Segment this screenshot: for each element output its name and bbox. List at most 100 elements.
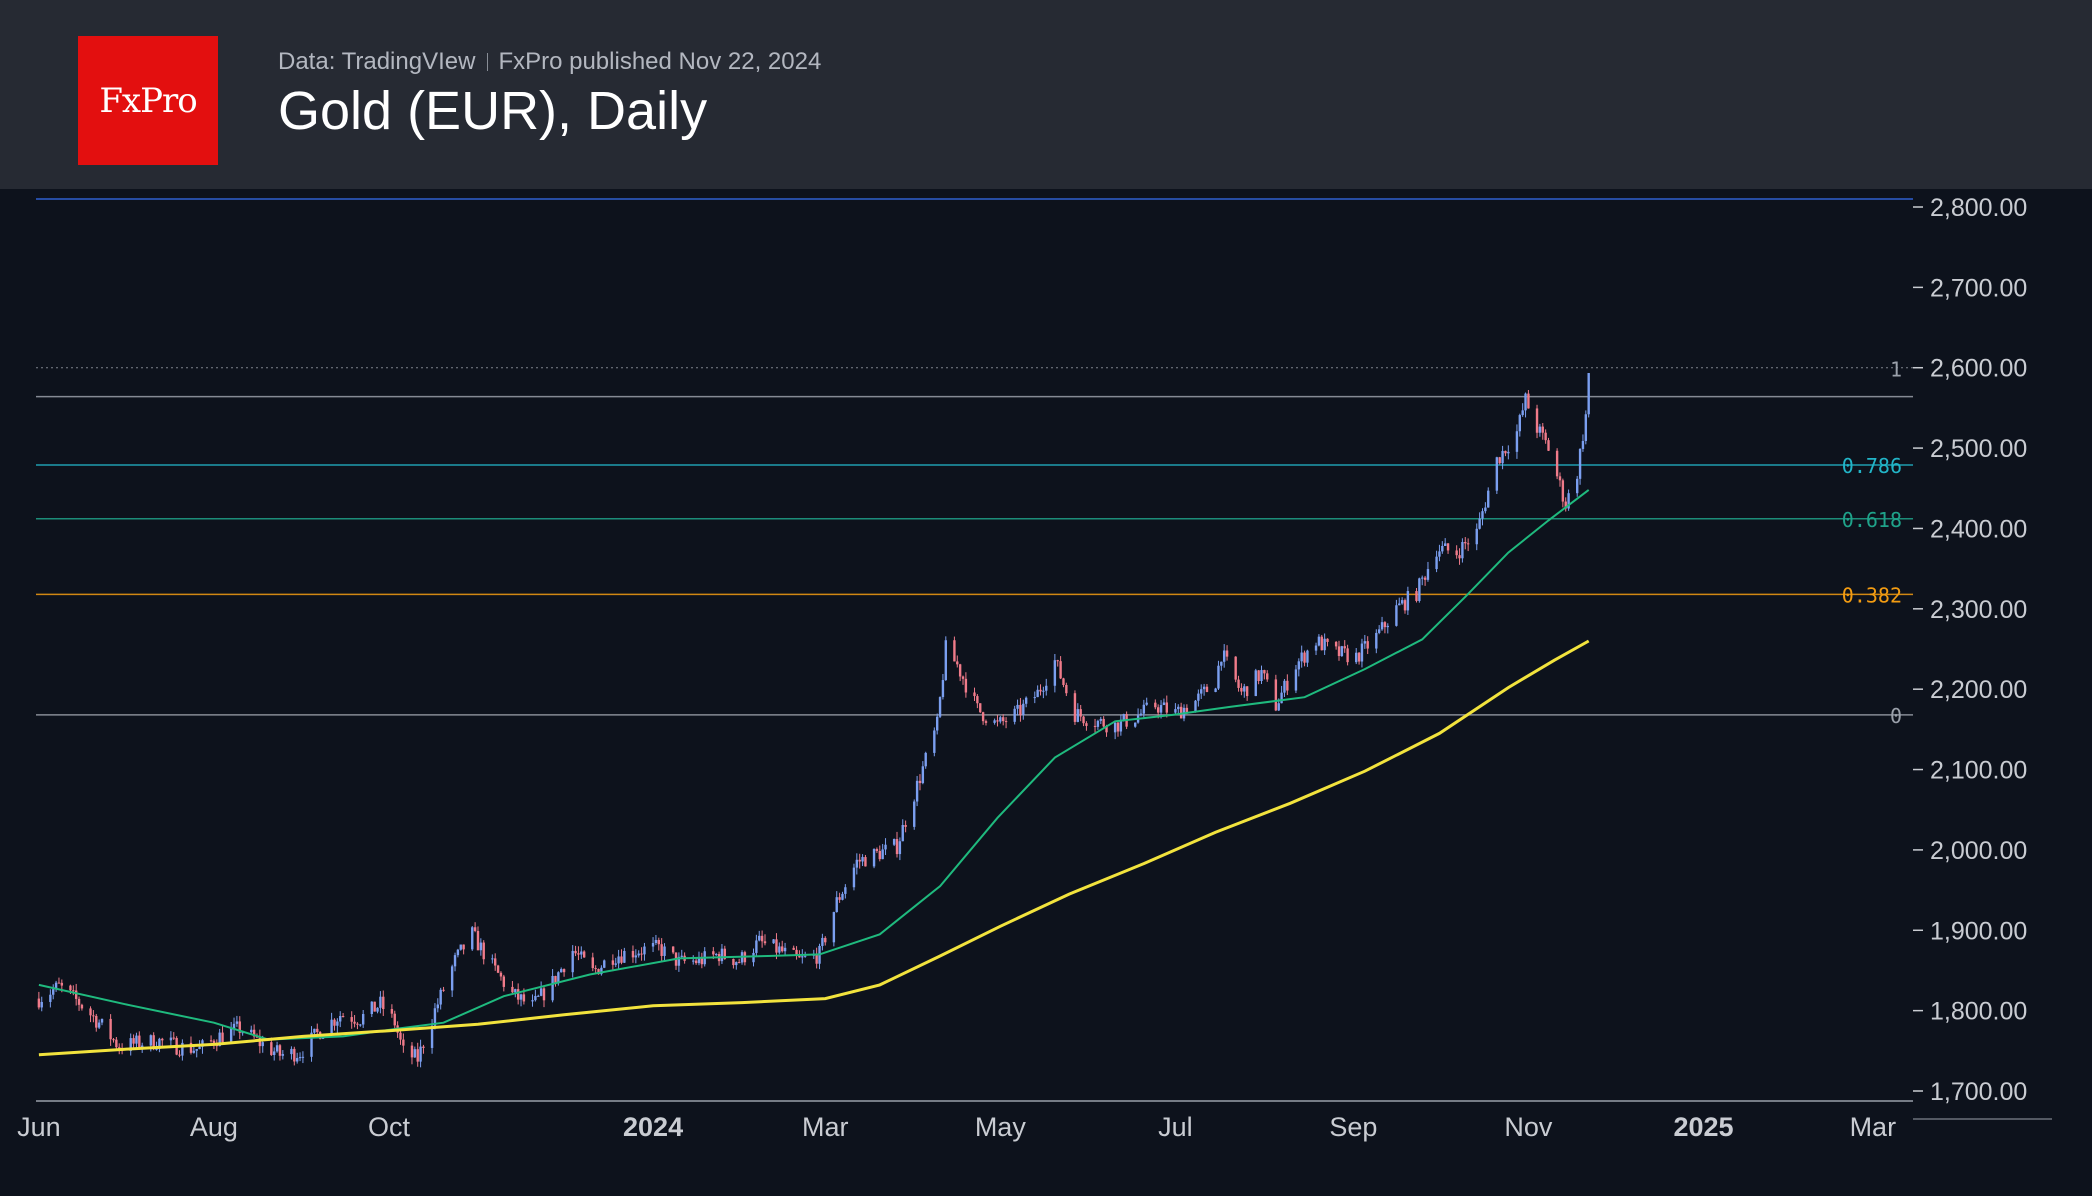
candle-body-352 [1455, 550, 1458, 556]
candle-body-365 [1504, 450, 1507, 454]
y-tick-label-6: 2,200.00 [1930, 676, 2027, 704]
candle-body-384 [1581, 440, 1585, 449]
candle-body-103 [453, 955, 457, 967]
candle-body-3 [52, 989, 55, 995]
fib-labels: 1 0.786 0.618 0.382 0 [1842, 358, 1902, 728]
candle-body-139 [597, 968, 600, 975]
x-tick-label-2: Oct [368, 1112, 411, 1142]
candle-body-327 [1355, 652, 1358, 663]
candle-body-335 [1383, 622, 1387, 628]
y-tick-label-5: 2,300.00 [1930, 596, 2027, 624]
candle-body-98 [433, 1008, 437, 1026]
candle-body-6 [60, 982, 64, 986]
candle-body-223 [935, 716, 939, 731]
candle-body-337 [1395, 605, 1398, 626]
fib-label-0-382: 0.382 [1842, 583, 1902, 607]
candle-body-347 [1435, 556, 1438, 570]
series-line-0 [38, 489, 1590, 1041]
candle-body-154 [657, 939, 660, 945]
candle-body-156 [663, 946, 666, 956]
candle-body-119 [516, 989, 520, 1000]
axes: 2,800.00 2,700.00 2,600.00 2,500.00 2,400.00… [17, 194, 2052, 1142]
candle-body-355 [1464, 542, 1467, 544]
candle-body-128 [554, 975, 557, 984]
x-tick-label-8: Nov [1504, 1112, 1553, 1142]
candle-body-86 [382, 996, 385, 1010]
candle-body-165 [700, 957, 704, 965]
candle-body-199 [838, 897, 841, 900]
candle-body-312 [1294, 669, 1298, 691]
logo-text: FxPro [99, 80, 197, 121]
candle-body-29 [155, 1048, 158, 1050]
fib-label-0-786: 0.786 [1842, 454, 1902, 478]
candle-body-205 [861, 857, 864, 862]
candle-body-376 [1547, 440, 1550, 451]
candle-body-354 [1461, 542, 1464, 559]
candle-body-370 [1524, 393, 1527, 411]
candle-body-62 [290, 1048, 293, 1055]
candle-body-28 [152, 1035, 155, 1050]
candle-body-121 [522, 994, 526, 1002]
candle-body-289 [1200, 689, 1203, 694]
candle-body-65 [298, 1057, 302, 1059]
x-tick-label-1: Aug [190, 1112, 238, 1142]
candle-body-277 [1154, 702, 1157, 708]
candle-body-106 [462, 944, 465, 950]
candle-body-379 [1561, 480, 1565, 502]
candle-body-310 [1283, 680, 1286, 693]
candle-body-333 [1377, 629, 1381, 633]
candle-body-222 [933, 730, 936, 753]
candle-body-386 [1587, 373, 1590, 415]
candle-body-265 [1102, 718, 1105, 727]
candle-body-326 [1346, 648, 1349, 663]
candle-body-38 [192, 1050, 196, 1053]
candle-body-150 [640, 953, 643, 955]
candle-body-259 [1079, 709, 1082, 717]
candle-body-8 [72, 990, 75, 992]
candle-body-308 [1277, 703, 1280, 711]
candle-body-248 [1036, 689, 1039, 698]
candle-body-141 [603, 960, 606, 968]
candle-body-72 [330, 1019, 333, 1036]
candle-body-131 [562, 969, 566, 973]
candle-body-116 [502, 976, 506, 987]
candle-body-260 [1082, 716, 1085, 724]
candle-body-309 [1280, 692, 1283, 704]
x-tick-label-9: 2025 [1673, 1112, 1733, 1142]
candle-body-311 [1286, 680, 1289, 691]
candle-body-314 [1300, 652, 1303, 662]
candle-body-90 [399, 1032, 402, 1040]
candle-body-143 [614, 963, 617, 965]
meta-divider [487, 53, 489, 71]
candle-body-231 [964, 678, 968, 693]
candle-body-140 [600, 967, 603, 975]
candle-body-179 [758, 935, 761, 941]
x-tick-label-4: Mar [802, 1112, 849, 1142]
candle-body-113 [494, 958, 497, 966]
candle-body-24 [135, 1035, 138, 1044]
candle-body-145 [620, 956, 623, 963]
chart-meta: Data: TradingVIew FxPro published Nov 22,… [278, 48, 821, 76]
candle-body-144 [617, 956, 620, 964]
candle-body-369 [1521, 410, 1524, 416]
candle-body-134 [577, 953, 580, 955]
fib-label-0-618: 0.618 [1842, 508, 1902, 532]
candle-body-188 [795, 949, 798, 956]
candle-body-227 [953, 640, 956, 662]
candles [37, 372, 1590, 1068]
candle-body-209 [878, 850, 881, 860]
candle-body-336 [1386, 625, 1389, 628]
reference-lines [36, 198, 1913, 716]
candle-body-164 [697, 957, 701, 964]
candle-body-11 [80, 1004, 84, 1009]
candle-body-342 [1415, 591, 1418, 601]
x-tick-label-3: 2024 [623, 1112, 683, 1142]
candle-body-0 [37, 998, 41, 1008]
candle-body-360 [1484, 507, 1487, 512]
candle-body-316 [1306, 650, 1309, 663]
candle-body-185 [781, 946, 784, 952]
candle-body-303 [1257, 670, 1260, 682]
y-tick-label-2: 2,600.00 [1930, 355, 2027, 383]
y-tick-label-10: 1,800.00 [1930, 998, 2027, 1026]
